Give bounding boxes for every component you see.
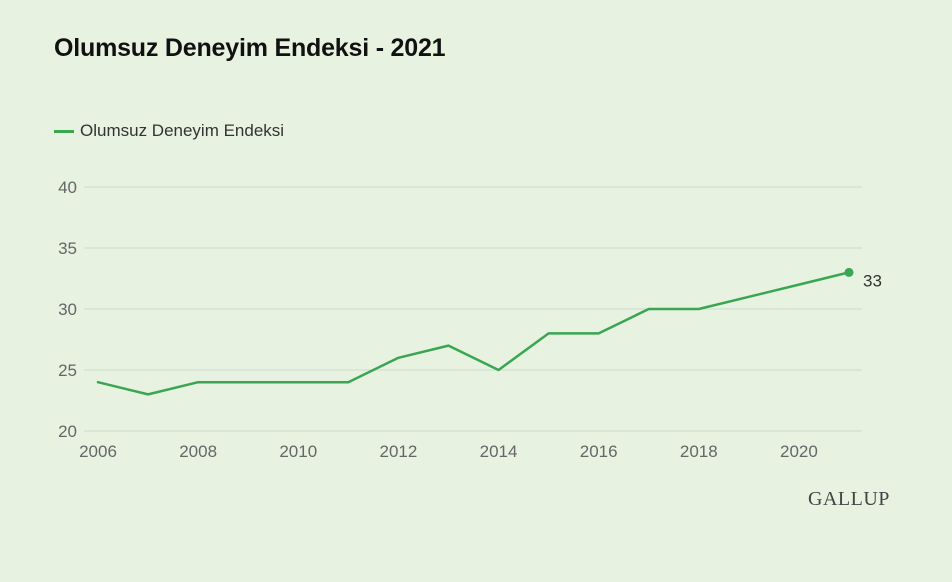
legend: Olumsuz Deneyim Endeksi <box>54 121 284 141</box>
legend-swatch <box>54 129 74 133</box>
y-tick-label: 25 <box>58 361 77 380</box>
legend-label: Olumsuz Deneyim Endeksi <box>80 121 285 140</box>
x-tick-label: 2016 <box>580 442 618 461</box>
x-tick-label: 2014 <box>480 442 518 461</box>
x-tick-label: 2010 <box>279 442 317 461</box>
y-tick-label: 35 <box>58 239 77 258</box>
x-tick-label: 2008 <box>179 442 217 461</box>
series-line <box>96 271 851 396</box>
x-tick-label: 2012 <box>379 442 417 461</box>
end-point-marker <box>844 267 854 277</box>
y-tick-label: 20 <box>58 422 77 441</box>
chart-title: Olumsuz Deneyim Endeksi - 2021 <box>54 34 446 62</box>
x-tick-label: 2018 <box>680 442 718 461</box>
gallup-logo: GALLUP <box>808 488 890 510</box>
x-tick-label: 2020 <box>780 442 818 461</box>
y-tick-label: 30 <box>58 300 77 319</box>
y-tick-label: 40 <box>58 178 77 197</box>
x-tick-label: 2006 <box>79 442 117 461</box>
end-value-label: 33 <box>863 271 882 290</box>
